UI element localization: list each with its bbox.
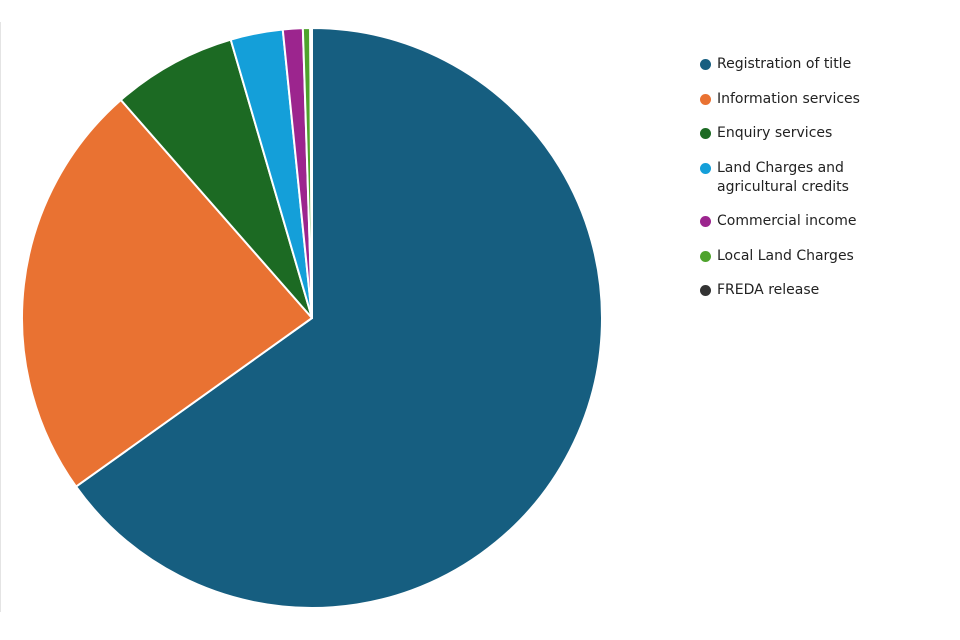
legend-label: Land Charges and agricultural credits <box>717 159 849 195</box>
legend-item-6[interactable]: FREDA release <box>700 281 950 300</box>
legend-swatch-icon <box>700 128 711 139</box>
chart-legend: Registration of title Information service… <box>700 55 950 316</box>
legend-label: Registration of title <box>717 56 852 72</box>
legend-swatch-icon <box>700 250 711 262</box>
legend-label: Enquiry services <box>717 125 833 141</box>
legend-item-4[interactable]: Commercial income <box>700 212 950 231</box>
legend-swatch-icon <box>700 59 711 70</box>
legend-item-1[interactable]: Information services <box>700 90 950 109</box>
legend-label: Local Land Charges <box>717 247 854 264</box>
legend-item-2[interactable]: Enquiry services <box>700 124 950 143</box>
legend-item-0[interactable]: Registration of title <box>700 55 950 74</box>
legend-label: Commercial income <box>717 213 857 229</box>
pie-slice-1[interactable] <box>21 98 313 488</box>
chart-frame-left-edge <box>0 22 1 612</box>
legend-label: Information services <box>717 90 860 107</box>
legend-swatch-icon <box>700 285 711 296</box>
pie-slice-6[interactable] <box>309 27 313 319</box>
pie-slice-2[interactable] <box>119 38 313 319</box>
legend-item-3[interactable]: Land Charges and agricultural credits <box>700 159 950 197</box>
legend-swatch-icon <box>700 162 711 174</box>
legend-swatch-icon <box>700 93 711 105</box>
pie-slices <box>21 27 603 609</box>
legend-swatch-icon <box>700 216 711 227</box>
pie-slice-0[interactable] <box>75 27 603 609</box>
legend-item-5[interactable]: Local Land Charges <box>700 247 950 266</box>
legend-label: FREDA release <box>717 282 820 298</box>
